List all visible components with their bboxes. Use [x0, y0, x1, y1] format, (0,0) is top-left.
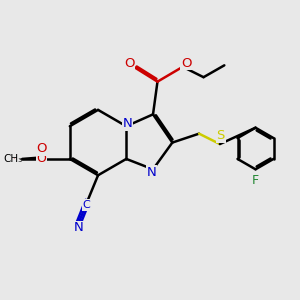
Text: F: F [252, 174, 259, 187]
Text: N: N [147, 166, 156, 179]
Text: O: O [181, 57, 191, 70]
Text: N: N [123, 117, 133, 130]
Text: O: O [124, 57, 134, 70]
Text: S: S [217, 129, 225, 142]
Text: C: C [82, 200, 90, 210]
Text: O: O [14, 158, 15, 159]
Text: CH₃: CH₃ [3, 154, 22, 164]
Text: N: N [73, 221, 83, 234]
Text: O: O [37, 152, 46, 165]
Text: O: O [36, 142, 47, 155]
